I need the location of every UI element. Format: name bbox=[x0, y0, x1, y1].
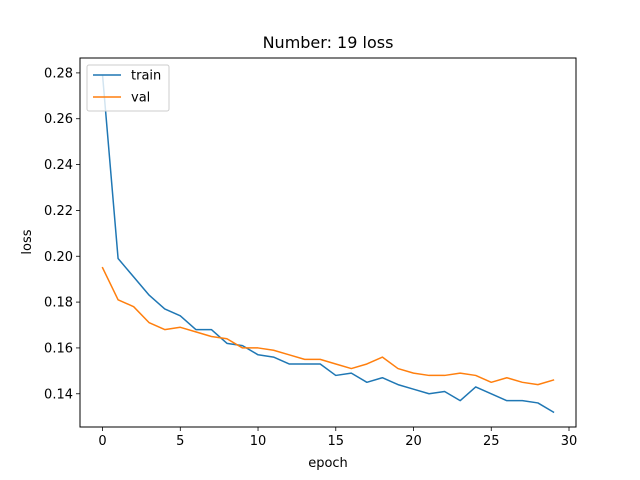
x-tick-label: 0 bbox=[98, 434, 106, 449]
y-tick-label: 0.18 bbox=[44, 296, 73, 311]
y-tick-label: 0.20 bbox=[44, 250, 73, 265]
legend-label-train: train bbox=[131, 69, 161, 84]
y-tick-label: 0.26 bbox=[44, 112, 73, 127]
y-tick-label: 0.24 bbox=[44, 158, 73, 173]
plot-frame bbox=[79, 57, 577, 428]
chart-title: Number: 19 loss bbox=[263, 33, 394, 52]
series-line-val bbox=[101, 266, 555, 386]
legend-box bbox=[86, 64, 170, 112]
x-axis-label: epoch bbox=[308, 456, 348, 471]
x-tick-label: 25 bbox=[483, 434, 500, 449]
y-tick-label: 0.16 bbox=[44, 341, 73, 356]
legend: train val bbox=[86, 64, 170, 112]
x-axis: 0 5 10 15 20 25 30 bbox=[98, 427, 577, 449]
y-axis: 0.14 0.16 0.18 0.20 0.22 0.24 0.26 0.28 bbox=[44, 66, 80, 402]
y-tick-label: 0.28 bbox=[44, 66, 73, 81]
x-tick-label: 5 bbox=[176, 434, 184, 449]
y-axis-label: loss bbox=[20, 229, 35, 254]
plot-area bbox=[101, 74, 555, 414]
x-tick-label: 15 bbox=[328, 434, 345, 449]
y-tick-label: 0.22 bbox=[44, 204, 73, 219]
x-tick-label: 10 bbox=[250, 434, 267, 449]
y-tick-label: 0.14 bbox=[44, 387, 73, 402]
x-tick-label: 20 bbox=[405, 434, 422, 449]
series-line-train bbox=[101, 74, 555, 414]
legend-label-val: val bbox=[131, 91, 150, 106]
x-tick-label: 30 bbox=[561, 434, 578, 449]
